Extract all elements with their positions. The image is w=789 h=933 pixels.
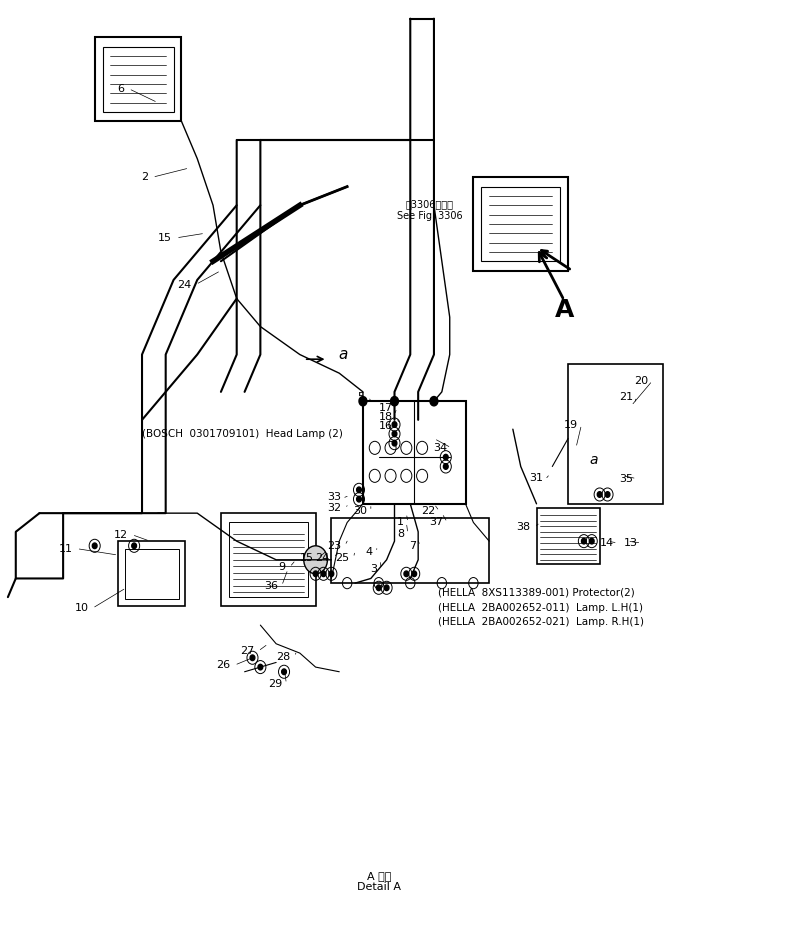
Text: 第3306図参照
See Fig. 3306: 第3306図参照 See Fig. 3306 [397, 199, 463, 221]
Bar [95, 37, 181, 121]
Text: 3: 3 [370, 564, 377, 574]
Text: (BOSCH  0301709101)  Head Lamp (2): (BOSCH 0301709101) Head Lamp (2) [142, 429, 343, 439]
Text: 19: 19 [563, 420, 578, 429]
Bar [229, 522, 308, 597]
Text: 15: 15 [158, 233, 172, 243]
Text: 24: 24 [178, 280, 192, 289]
Circle shape [132, 543, 136, 549]
Text: 4: 4 [365, 548, 372, 557]
Text: 24: 24 [316, 553, 330, 563]
Circle shape [392, 422, 397, 427]
Text: 13: 13 [623, 538, 638, 548]
Text: (HELLA  2BA002652-011)  Lamp. L.H(1): (HELLA 2BA002652-011) Lamp. L.H(1) [438, 604, 643, 613]
Text: A 詳細
Detail A: A 詳細 Detail A [357, 870, 401, 893]
Circle shape [92, 543, 97, 549]
Text: 22: 22 [421, 507, 436, 516]
Text: 27: 27 [240, 647, 254, 656]
Circle shape [404, 571, 409, 577]
Circle shape [412, 571, 417, 577]
Circle shape [258, 664, 263, 670]
Text: 1: 1 [397, 518, 404, 527]
Bar [481, 187, 560, 261]
Text: 34: 34 [433, 443, 447, 453]
Text: 8: 8 [397, 529, 404, 538]
Bar [537, 508, 600, 564]
Text: 5: 5 [357, 392, 365, 401]
Text: 7: 7 [409, 541, 417, 550]
Bar [331, 518, 489, 583]
Circle shape [359, 397, 367, 406]
Circle shape [391, 397, 398, 406]
Text: 12: 12 [114, 530, 128, 539]
Text: 35: 35 [619, 474, 633, 483]
Text: 18: 18 [379, 412, 393, 422]
Text: 23: 23 [327, 541, 341, 550]
Text: 10: 10 [74, 604, 88, 613]
Circle shape [443, 464, 448, 469]
Text: 15: 15 [300, 553, 314, 563]
Text: 31: 31 [529, 473, 543, 482]
Text: 9: 9 [279, 563, 286, 572]
Text: 37: 37 [429, 518, 443, 527]
Circle shape [282, 669, 286, 675]
Circle shape [589, 538, 594, 544]
Text: 30: 30 [353, 507, 367, 516]
Text: 38: 38 [516, 522, 530, 532]
Text: 20: 20 [634, 376, 649, 385]
Bar [221, 513, 316, 606]
Text: (HELLA  2BA002652-021)  Lamp. R.H(1): (HELLA 2BA002652-021) Lamp. R.H(1) [438, 618, 644, 627]
Bar [125, 549, 179, 599]
Text: a: a [589, 453, 597, 467]
Text: 14: 14 [600, 538, 614, 548]
Text: 26: 26 [216, 661, 230, 670]
Circle shape [250, 655, 255, 661]
Text: 36: 36 [264, 581, 278, 591]
Text: 2: 2 [141, 173, 148, 182]
Bar [103, 47, 174, 112]
Circle shape [357, 496, 361, 502]
Circle shape [392, 440, 397, 446]
Circle shape [430, 397, 438, 406]
Text: A: A [555, 298, 574, 322]
Text: 16: 16 [379, 422, 393, 431]
Text: (HELLA  8XS113389-001) Protector(2): (HELLA 8XS113389-001) Protector(2) [438, 588, 634, 597]
Text: 33: 33 [327, 493, 341, 502]
Circle shape [597, 492, 602, 497]
Text: 6: 6 [118, 84, 125, 93]
Bar [118, 541, 185, 606]
Bar [568, 364, 663, 504]
Circle shape [321, 571, 326, 577]
Circle shape [384, 585, 389, 591]
Text: a: a [338, 347, 348, 362]
Circle shape [581, 538, 586, 544]
Text: 29: 29 [268, 679, 282, 689]
Text: 21: 21 [619, 392, 633, 401]
Circle shape [313, 571, 318, 577]
Bar [473, 177, 568, 271]
Text: 17: 17 [379, 403, 393, 412]
Circle shape [392, 431, 397, 437]
Text: 11: 11 [58, 544, 73, 553]
Circle shape [443, 454, 448, 460]
Circle shape [357, 487, 361, 493]
Circle shape [605, 492, 610, 497]
Circle shape [376, 585, 381, 591]
Text: 32: 32 [327, 504, 341, 513]
Circle shape [329, 571, 334, 577]
Bar [363, 401, 466, 504]
Text: 25: 25 [335, 553, 350, 563]
Text: 28: 28 [276, 652, 290, 661]
Circle shape [304, 546, 327, 574]
